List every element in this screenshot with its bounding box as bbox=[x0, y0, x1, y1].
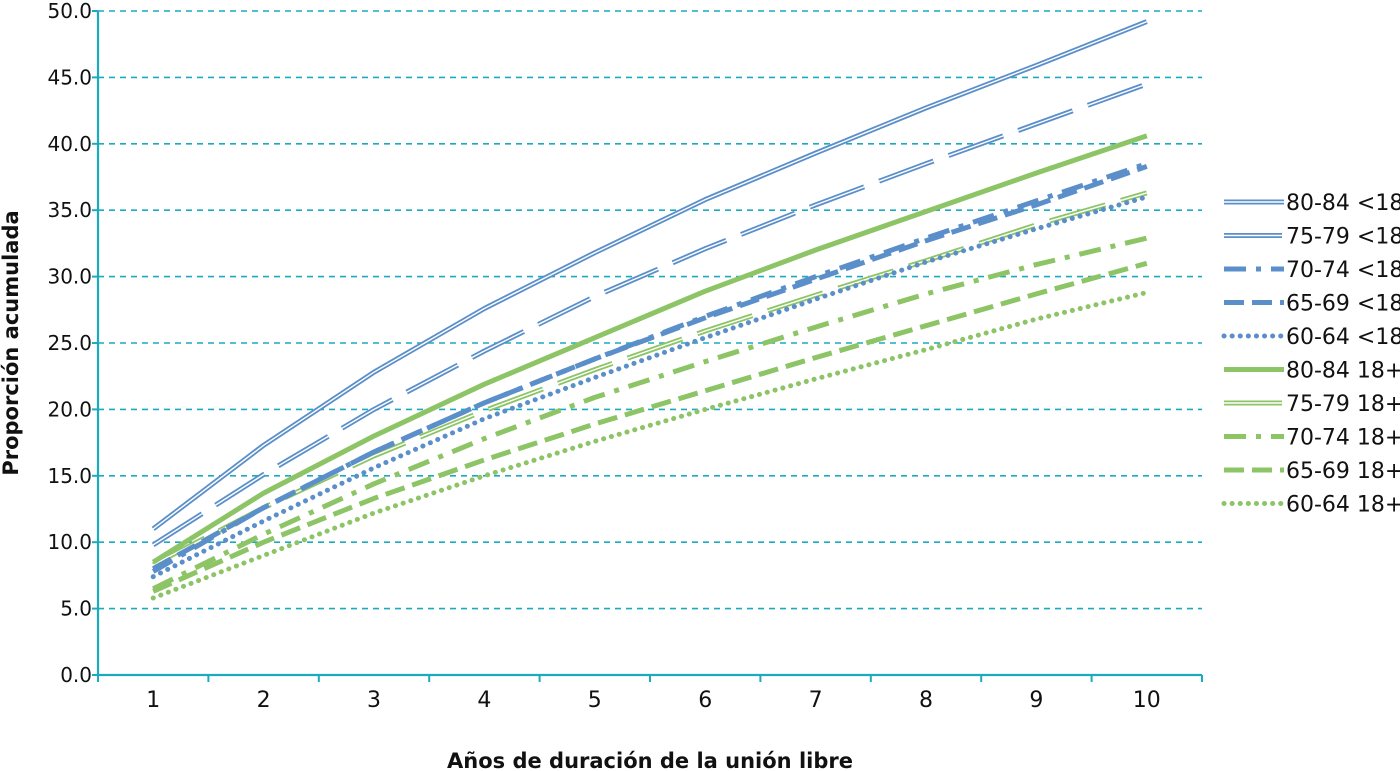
y-tick-label: 5.0 bbox=[60, 597, 92, 621]
y-tick-label: 30.0 bbox=[47, 265, 92, 289]
legend-item: 60-64 <18 bbox=[1221, 325, 1400, 350]
y-axis-title: Proporción acumulada bbox=[0, 210, 23, 475]
legend-label: 60-64 <18 bbox=[1286, 325, 1400, 350]
y-tick-label: 20.0 bbox=[47, 397, 92, 421]
series-80-84-18 bbox=[151, 19, 1148, 531]
series-line bbox=[150, 194, 1150, 580]
y-tick-label: 15.0 bbox=[47, 464, 92, 488]
legend-label: 80-84 18+ bbox=[1286, 359, 1400, 384]
x-tick-label: 4 bbox=[477, 688, 491, 713]
x-tick-label: 8 bbox=[919, 688, 933, 713]
series-line bbox=[150, 290, 1150, 601]
x-tick-label: 10 bbox=[1133, 688, 1161, 713]
legend-label: 70-74 <18 bbox=[1286, 258, 1400, 283]
legend-item: 70-74 <18 bbox=[1224, 258, 1400, 283]
legend-item: 65-69 <18 bbox=[1224, 292, 1400, 317]
legend-item: 75-79 18+ bbox=[1224, 392, 1400, 417]
x-axis-title: Años de duración de la unión libre bbox=[447, 749, 853, 771]
series-line bbox=[152, 235, 1148, 591]
series-line bbox=[152, 260, 1148, 594]
legend-item: 65-69 18+ bbox=[1224, 459, 1400, 484]
series-65-69-18 bbox=[152, 260, 1148, 594]
series-line-inner bbox=[152, 20, 1148, 530]
legend: 80-84 <18 75-79 <18 70-74 <18 65-69 <18 60-6… bbox=[1221, 191, 1400, 518]
legend-label: 70-74 18+ bbox=[1286, 426, 1400, 451]
legend-label: 75-79 18+ bbox=[1286, 392, 1400, 417]
y-tick-label: 10.0 bbox=[47, 530, 92, 554]
x-tick-label: 7 bbox=[809, 688, 823, 713]
series-60-64-18 bbox=[150, 290, 1150, 601]
series-lines bbox=[150, 19, 1150, 601]
series-75-79-18 bbox=[151, 81, 1148, 548]
legend-label: 75-79 <18 bbox=[1286, 225, 1400, 250]
legend-label: 65-69 <18 bbox=[1286, 292, 1400, 317]
series-75-79-18 bbox=[152, 190, 1148, 568]
series-line-inner bbox=[152, 192, 1147, 566]
series-line bbox=[151, 161, 1148, 574]
legend-item: 70-74 18+ bbox=[1224, 426, 1400, 451]
gridlines bbox=[98, 10, 1202, 610]
series-80-84-18 bbox=[151, 133, 1148, 565]
y-tick-label: 45.0 bbox=[47, 65, 92, 89]
x-tick-label: 3 bbox=[367, 688, 381, 713]
x-axis-ticks: 1 2 3 4 5 6 7 8 9 10 bbox=[97, 675, 1203, 713]
series-line bbox=[151, 133, 1148, 565]
x-tick-label: 6 bbox=[698, 688, 712, 713]
legend-label: 65-69 18+ bbox=[1286, 459, 1400, 484]
y-tick-label: 35.0 bbox=[47, 198, 92, 222]
x-tick-label: 5 bbox=[588, 688, 602, 713]
series-60-64-18 bbox=[150, 194, 1150, 580]
y-tick-label: 25.0 bbox=[47, 331, 92, 355]
legend-item: 80-84 18+ bbox=[1224, 359, 1400, 384]
series-70-74-18 bbox=[152, 235, 1148, 591]
legend-item: 60-64 18+ bbox=[1221, 493, 1400, 518]
y-axis-ticks: 0.0 5.0 10.0 15.0 20.0 25.0 30.0 35.0 40.0 45.0 50… bbox=[47, 0, 98, 687]
x-tick-label: 1 bbox=[146, 688, 160, 713]
series-line-inner bbox=[152, 83, 1148, 546]
y-tick-label: 0.0 bbox=[60, 663, 92, 687]
series-70-74-18 bbox=[151, 161, 1148, 574]
y-tick-label: 40.0 bbox=[47, 132, 92, 156]
series-line bbox=[152, 190, 1148, 568]
legend-label: 80-84 <18 bbox=[1286, 191, 1400, 216]
x-tick-label: 2 bbox=[257, 688, 271, 713]
y-tick-label: 50.0 bbox=[47, 0, 92, 23]
legend-item: 75-79 <18 bbox=[1224, 225, 1400, 250]
x-tick-label: 9 bbox=[1029, 688, 1043, 713]
legend-item: 80-84 <18 bbox=[1224, 191, 1400, 216]
legend-label: 60-64 18+ bbox=[1286, 493, 1400, 518]
